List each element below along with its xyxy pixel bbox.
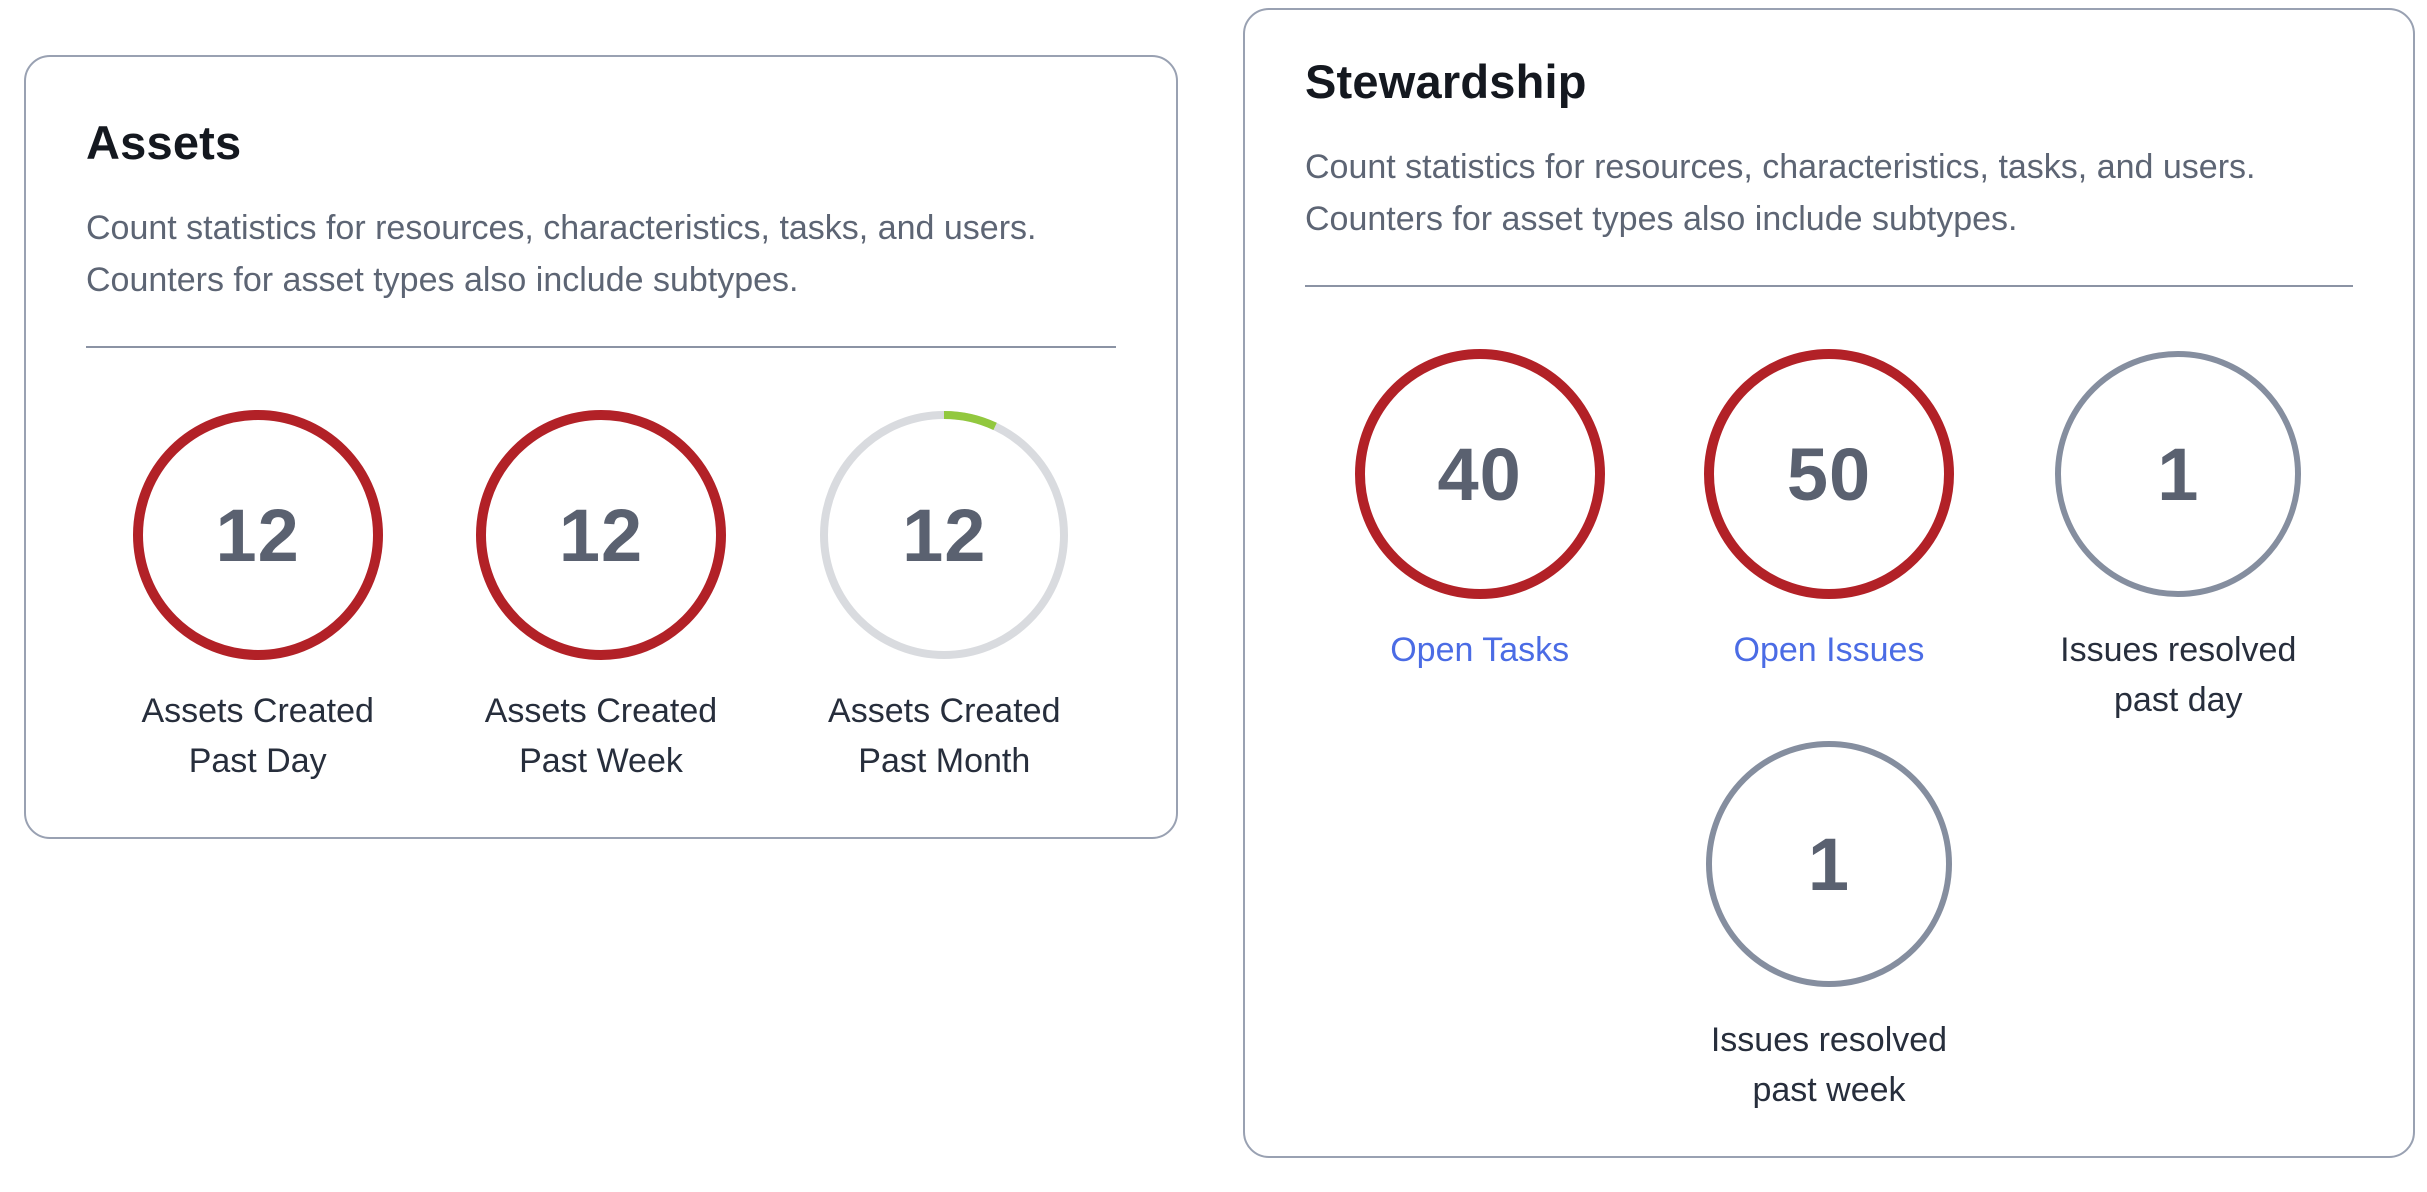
stat-value: 40 [1437,432,1522,516]
section-divider [1305,285,2353,287]
stat-label: Assets Created Past Day [141,692,374,780]
stat-open-issues: 50 Open Issues [1654,349,2003,725]
stat-label: Assets Created Past Week [484,692,718,780]
stat-open-tasks: 40 Open Tasks [1305,349,1654,725]
card-title: Stewardship [1305,55,1587,108]
stat-value: 12 [215,493,300,577]
card-description: Count statistics for resources, characte… [86,209,1037,299]
stat-issues-resolved-past-week: 1 Issues resolved past week [1654,739,2003,1115]
card-title: Assets [86,116,242,169]
stats-grid: 12 Assets Created Past Day 12 Assets Cre… [86,410,1116,800]
assets-card: Assets Count statistics for resources, c… [24,55,1178,839]
section-divider [86,346,1116,348]
stat-value: 12 [558,493,644,577]
stat-value: 1 [2157,432,2200,516]
stat-value: 50 [1786,432,1872,516]
stat-assets-created-past-day: 12 Assets Created Past Day [86,410,429,786]
stat-value: 1 [1807,822,1851,906]
donut-ring-chart: 12 [132,410,383,660]
donut-ring-chart: 1 [2053,349,2303,599]
stat-assets-created-past-month: 12 Assets Created Past Month [773,410,1116,786]
donut-ring-chart: 50 [1703,349,1954,599]
stewardship-card: Stewardship Count statistics for resourc… [1243,8,2415,1158]
open-tasks-link[interactable]: Open Tasks [1390,631,1570,669]
donut-ring-chart: 40 [1354,349,1605,599]
stats-grid: 40 Open Tasks 50 Open Issues 1 [1305,349,2353,1129]
open-issues-link[interactable]: Open Issues [1733,631,1925,669]
card-description: Count statistics for resources, characte… [1305,148,2256,238]
stat-issues-resolved-past-day: 1 Issues resolved past day [2004,349,2353,725]
donut-ring-chart: 12 [819,410,1069,660]
donut-ring-chart: 12 [475,410,726,660]
stat-assets-created-past-week: 12 Assets Created Past Week [429,410,772,786]
stat-label: Issues resolved past week [1710,1021,1948,1109]
stat-label: Assets Created Past Month [828,692,1061,780]
stat-value: 12 [902,493,987,577]
stat-label: Issues resolved past day [2060,631,2297,719]
donut-ring-chart: 1 [1704,739,1954,989]
